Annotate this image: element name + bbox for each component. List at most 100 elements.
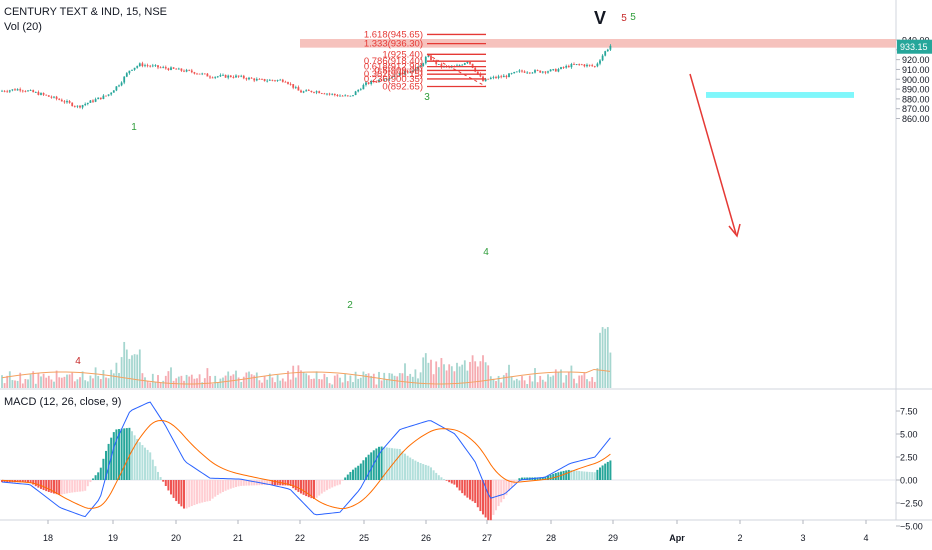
- macd-histogram-bar: [27, 480, 29, 483]
- macd-histogram-bar: [435, 472, 438, 480]
- candle: [66, 99, 68, 104]
- macd-histogram-bar: [50, 480, 53, 493]
- candle: [1, 89, 3, 92]
- macd-histogram-bar: [406, 455, 409, 480]
- candle-body: [528, 72, 531, 74]
- volume-bar: [482, 355, 484, 388]
- candle-body: [414, 68, 417, 72]
- volume-bar: [136, 354, 139, 388]
- macd-histogram-bar: [578, 471, 581, 480]
- candle-body: [40, 93, 42, 95]
- macd-histogram-bar: [170, 480, 172, 495]
- candle: [188, 69, 191, 72]
- candle-body: [81, 105, 84, 108]
- volume-bar: [492, 378, 495, 388]
- volume-bar: [320, 379, 323, 388]
- volume-bar: [432, 374, 435, 388]
- time-tick-label: 3: [800, 533, 805, 543]
- candle: [380, 78, 383, 82]
- candle: [604, 50, 607, 57]
- volume-bar: [471, 355, 474, 388]
- candle-body: [66, 101, 68, 103]
- volume-bar: [177, 376, 180, 388]
- candle-body: [515, 71, 518, 73]
- candle: [289, 82, 292, 86]
- candle: [461, 64, 464, 66]
- macd-histogram-bar: [409, 457, 412, 480]
- macd-histogram-bar: [445, 480, 448, 481]
- candle-body: [479, 73, 482, 77]
- macd-histogram-bar: [554, 473, 557, 480]
- candle: [528, 72, 531, 75]
- macd-histogram-bar: [583, 471, 586, 480]
- volume-bar: [219, 378, 222, 388]
- candle: [349, 95, 352, 97]
- macd-tick-label: −2.50: [900, 499, 923, 509]
- volume-bar: [601, 327, 604, 388]
- candle-body: [500, 76, 503, 78]
- volume-bar: [214, 375, 217, 388]
- time-tick-label: 28: [546, 533, 556, 543]
- candle: [586, 63, 588, 68]
- volume-bar: [466, 370, 469, 388]
- volume-bar: [372, 373, 375, 388]
- volume-bar: [427, 362, 430, 388]
- candle-body: [352, 95, 354, 96]
- macd-histogram-bar: [500, 480, 503, 503]
- candle-body: [63, 101, 66, 103]
- candle: [352, 95, 354, 97]
- candle: [404, 70, 406, 75]
- candle: [287, 81, 289, 85]
- candle: [232, 75, 235, 79]
- volume-bar: [99, 379, 102, 388]
- candle: [510, 72, 513, 75]
- candle: [276, 79, 279, 82]
- candle-body: [487, 78, 490, 80]
- macd-histogram-bar: [297, 480, 300, 492]
- candle: [469, 61, 471, 66]
- candle: [128, 70, 131, 75]
- volume-bar: [258, 380, 261, 388]
- candle: [120, 81, 123, 87]
- macd-histogram-bar: [354, 467, 357, 480]
- candle-body: [380, 79, 383, 81]
- candle-body: [437, 64, 440, 65]
- candle: [219, 73, 222, 78]
- candle-body: [71, 102, 74, 107]
- volume-bar: [112, 373, 115, 388]
- candle-body: [404, 70, 406, 75]
- candle: [281, 78, 284, 83]
- candle-body: [604, 51, 607, 56]
- volume-bar: [40, 376, 42, 388]
- volume-bar: [534, 368, 536, 388]
- wave-label-5-red: 5: [621, 13, 627, 24]
- volume-bar: [63, 376, 66, 388]
- candle: [583, 64, 586, 68]
- volume-bar: [154, 381, 157, 388]
- macd-histogram-bar: [172, 480, 175, 498]
- volume-bar: [216, 382, 219, 388]
- candle-body: [214, 76, 217, 78]
- candle-body: [476, 71, 479, 74]
- volume-bar: [274, 382, 276, 388]
- volume-bar: [47, 375, 50, 388]
- volume-bar: [1, 375, 3, 388]
- candle: [24, 90, 27, 93]
- candle-body: [432, 60, 435, 61]
- candle-body: [177, 68, 180, 70]
- candle: [497, 74, 500, 80]
- time-tick-label: 26: [421, 533, 431, 543]
- candle: [414, 67, 417, 73]
- candle: [495, 75, 497, 79]
- volume-bar: [222, 377, 224, 388]
- volume-bar: [409, 373, 412, 388]
- macd-histogram-bar: [37, 480, 40, 488]
- volume-bar: [115, 362, 118, 388]
- candle-body: [279, 79, 282, 81]
- candle-body: [502, 75, 505, 78]
- macd-histogram-bar: [188, 480, 191, 508]
- volume-bar: [131, 355, 133, 388]
- candle-body: [89, 100, 92, 103]
